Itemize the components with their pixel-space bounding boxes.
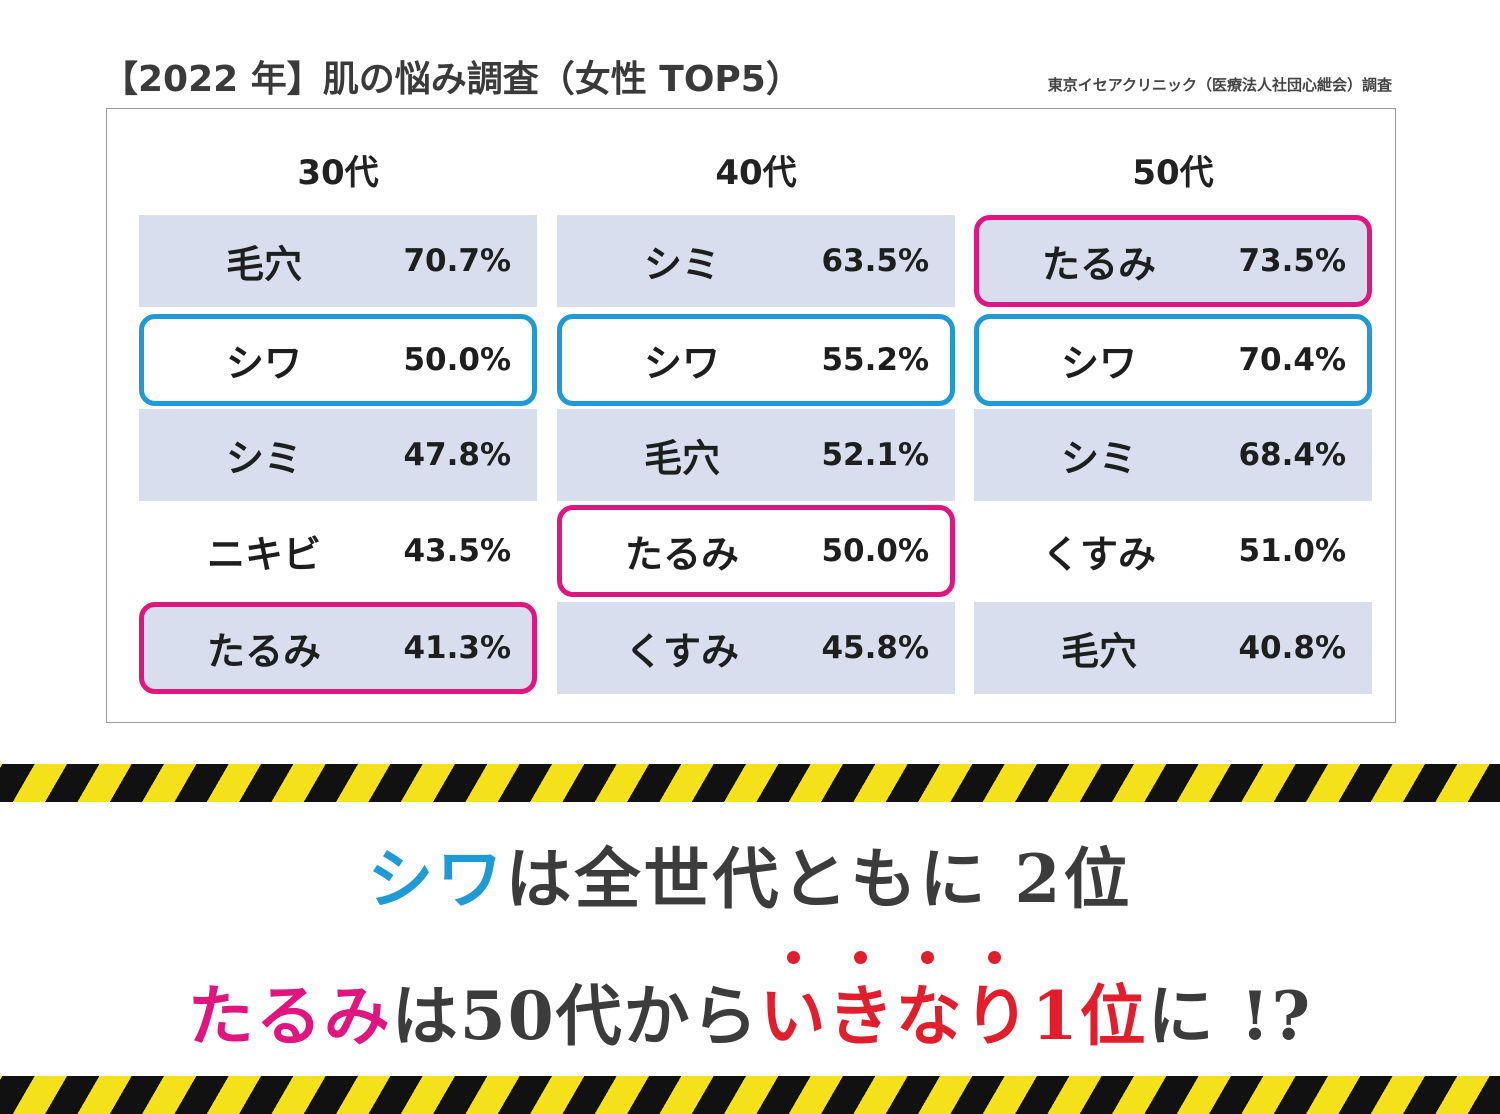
skin-concern: ニキビ — [206, 532, 321, 577]
skin-concern: 毛穴 — [1060, 629, 1137, 674]
percentage: 63.5% — [821, 243, 929, 279]
percentage: 45.8% — [821, 630, 929, 666]
rank-row: シミ 63.5% — [557, 215, 955, 307]
age-group-label: 40代 — [715, 153, 797, 193]
skin-concern: シミ — [225, 436, 302, 481]
skin-concern: くすみ — [1041, 532, 1156, 577]
percentage: 41.3% — [403, 630, 511, 666]
skin-concern: シミ — [643, 242, 720, 287]
percentage: 50.0% — [403, 342, 511, 378]
rank-row: シワ 50.0% — [139, 314, 537, 406]
percentage: 73.5% — [1238, 243, 1346, 279]
skin-concern: シワ — [225, 341, 302, 386]
skin-concern: たるみ — [624, 532, 739, 577]
headline-sagging-mid: は50代から — [391, 977, 760, 1055]
skin-concern: くすみ — [624, 629, 739, 674]
rank-row: シワ 55.2% — [557, 314, 955, 406]
percentage: 51.0% — [1238, 533, 1346, 569]
skin-concern: 毛穴 — [643, 436, 720, 481]
percentage: 43.5% — [403, 533, 511, 569]
skin-concern: 毛穴 — [225, 242, 302, 287]
rank-row: たるみ 41.3% — [139, 602, 537, 694]
rank-row: たるみ 50.0% — [557, 505, 955, 597]
headline-sagging-red-wrap: いきなり1位 — [759, 951, 1148, 1055]
rank-row: 毛穴 52.1% — [557, 409, 955, 501]
headline-sagging: たるみは50代から いきなり1位に !? — [0, 951, 1500, 1059]
rank-row: 毛穴 40.8% — [974, 602, 1372, 694]
ranking-table: 30代毛穴 70.7% シワ 50.0% シミ 47.8% ニキビ 43.5% たるみ 41.3%… — [106, 108, 1396, 723]
rank-row: ニキビ 43.5% — [139, 505, 537, 597]
rank-row: シミ 47.8% — [139, 409, 537, 501]
rank-row: くすみ 45.8% — [557, 602, 955, 694]
page-title: 【2022 年】肌の悩み調査（女性 TOP5） — [102, 59, 802, 100]
rank-row: シワ 70.4% — [974, 314, 1372, 406]
headline-wrinkles-rest: は全世代ともに 2位 — [505, 840, 1133, 918]
rank-row: 毛穴 70.7% — [139, 215, 537, 307]
hazard-stripe-top — [0, 764, 1500, 802]
percentage: 55.2% — [821, 342, 929, 378]
percentage: 70.7% — [403, 243, 511, 279]
emphasis-dot — [920, 951, 934, 964]
rank-row: シミ 68.4% — [974, 409, 1372, 501]
percentage: 68.4% — [1238, 437, 1346, 473]
hazard-stripe-bottom — [0, 1076, 1500, 1114]
percentage: 47.8% — [403, 437, 511, 473]
age-group-label: 50代 — [1132, 153, 1214, 193]
skin-concern: たるみ — [1041, 242, 1156, 287]
headline-wrinkles: シワは全世代ともに 2位 — [0, 826, 1500, 922]
age-group-label: 30代 — [297, 153, 379, 193]
headline-sagging-emph: たるみ — [187, 977, 392, 1055]
skin-concern: シミ — [1060, 436, 1137, 481]
emphasis-dot — [987, 951, 1001, 964]
percentage: 40.8% — [1238, 630, 1346, 666]
headline-sagging-red: いきなり1位 — [759, 977, 1148, 1055]
headline-wrinkles-emph: シワ — [367, 840, 506, 918]
percentage: 52.1% — [821, 437, 929, 473]
rank-row: たるみ 73.5% — [974, 215, 1372, 307]
emphasis-dot — [853, 951, 867, 964]
percentage: 70.4% — [1238, 342, 1346, 378]
headline-sagging-end: に !? — [1147, 977, 1313, 1055]
percentage: 50.0% — [821, 533, 929, 569]
rank-row: くすみ 51.0% — [974, 505, 1372, 597]
skin-concern: たるみ — [206, 629, 321, 674]
emphasis-dot — [786, 951, 800, 964]
emphasis-dots — [760, 951, 1028, 964]
skin-concern: シワ — [1060, 341, 1137, 386]
skin-concern: シワ — [643, 341, 720, 386]
source-credit: 東京イセアクリニック（医療法人社団心紲会）調査 — [1047, 76, 1392, 94]
